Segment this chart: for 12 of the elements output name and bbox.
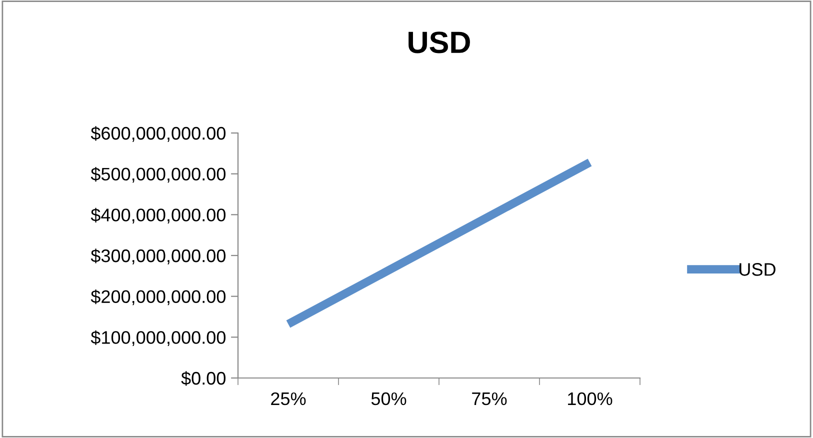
x-tick-label: 25% bbox=[271, 392, 306, 406]
y-tick-label: $600,000,000.00 bbox=[90, 126, 226, 142]
y-tick-label: $300,000,000.00 bbox=[90, 248, 226, 264]
chart-title: USD bbox=[408, 32, 470, 54]
x-tick-label: 50% bbox=[371, 392, 406, 406]
y-tick-label: $0.00 bbox=[181, 371, 226, 386]
x-tick-label: 75% bbox=[472, 392, 507, 406]
y-tick-label: $500,000,000.00 bbox=[90, 167, 226, 183]
y-tick-label: $400,000,000.00 bbox=[90, 208, 226, 224]
y-tick-label: $100,000,000.00 bbox=[90, 330, 226, 346]
x-tick-label: 100% bbox=[568, 392, 612, 406]
y-tick-label: $200,000,000.00 bbox=[90, 290, 226, 306]
